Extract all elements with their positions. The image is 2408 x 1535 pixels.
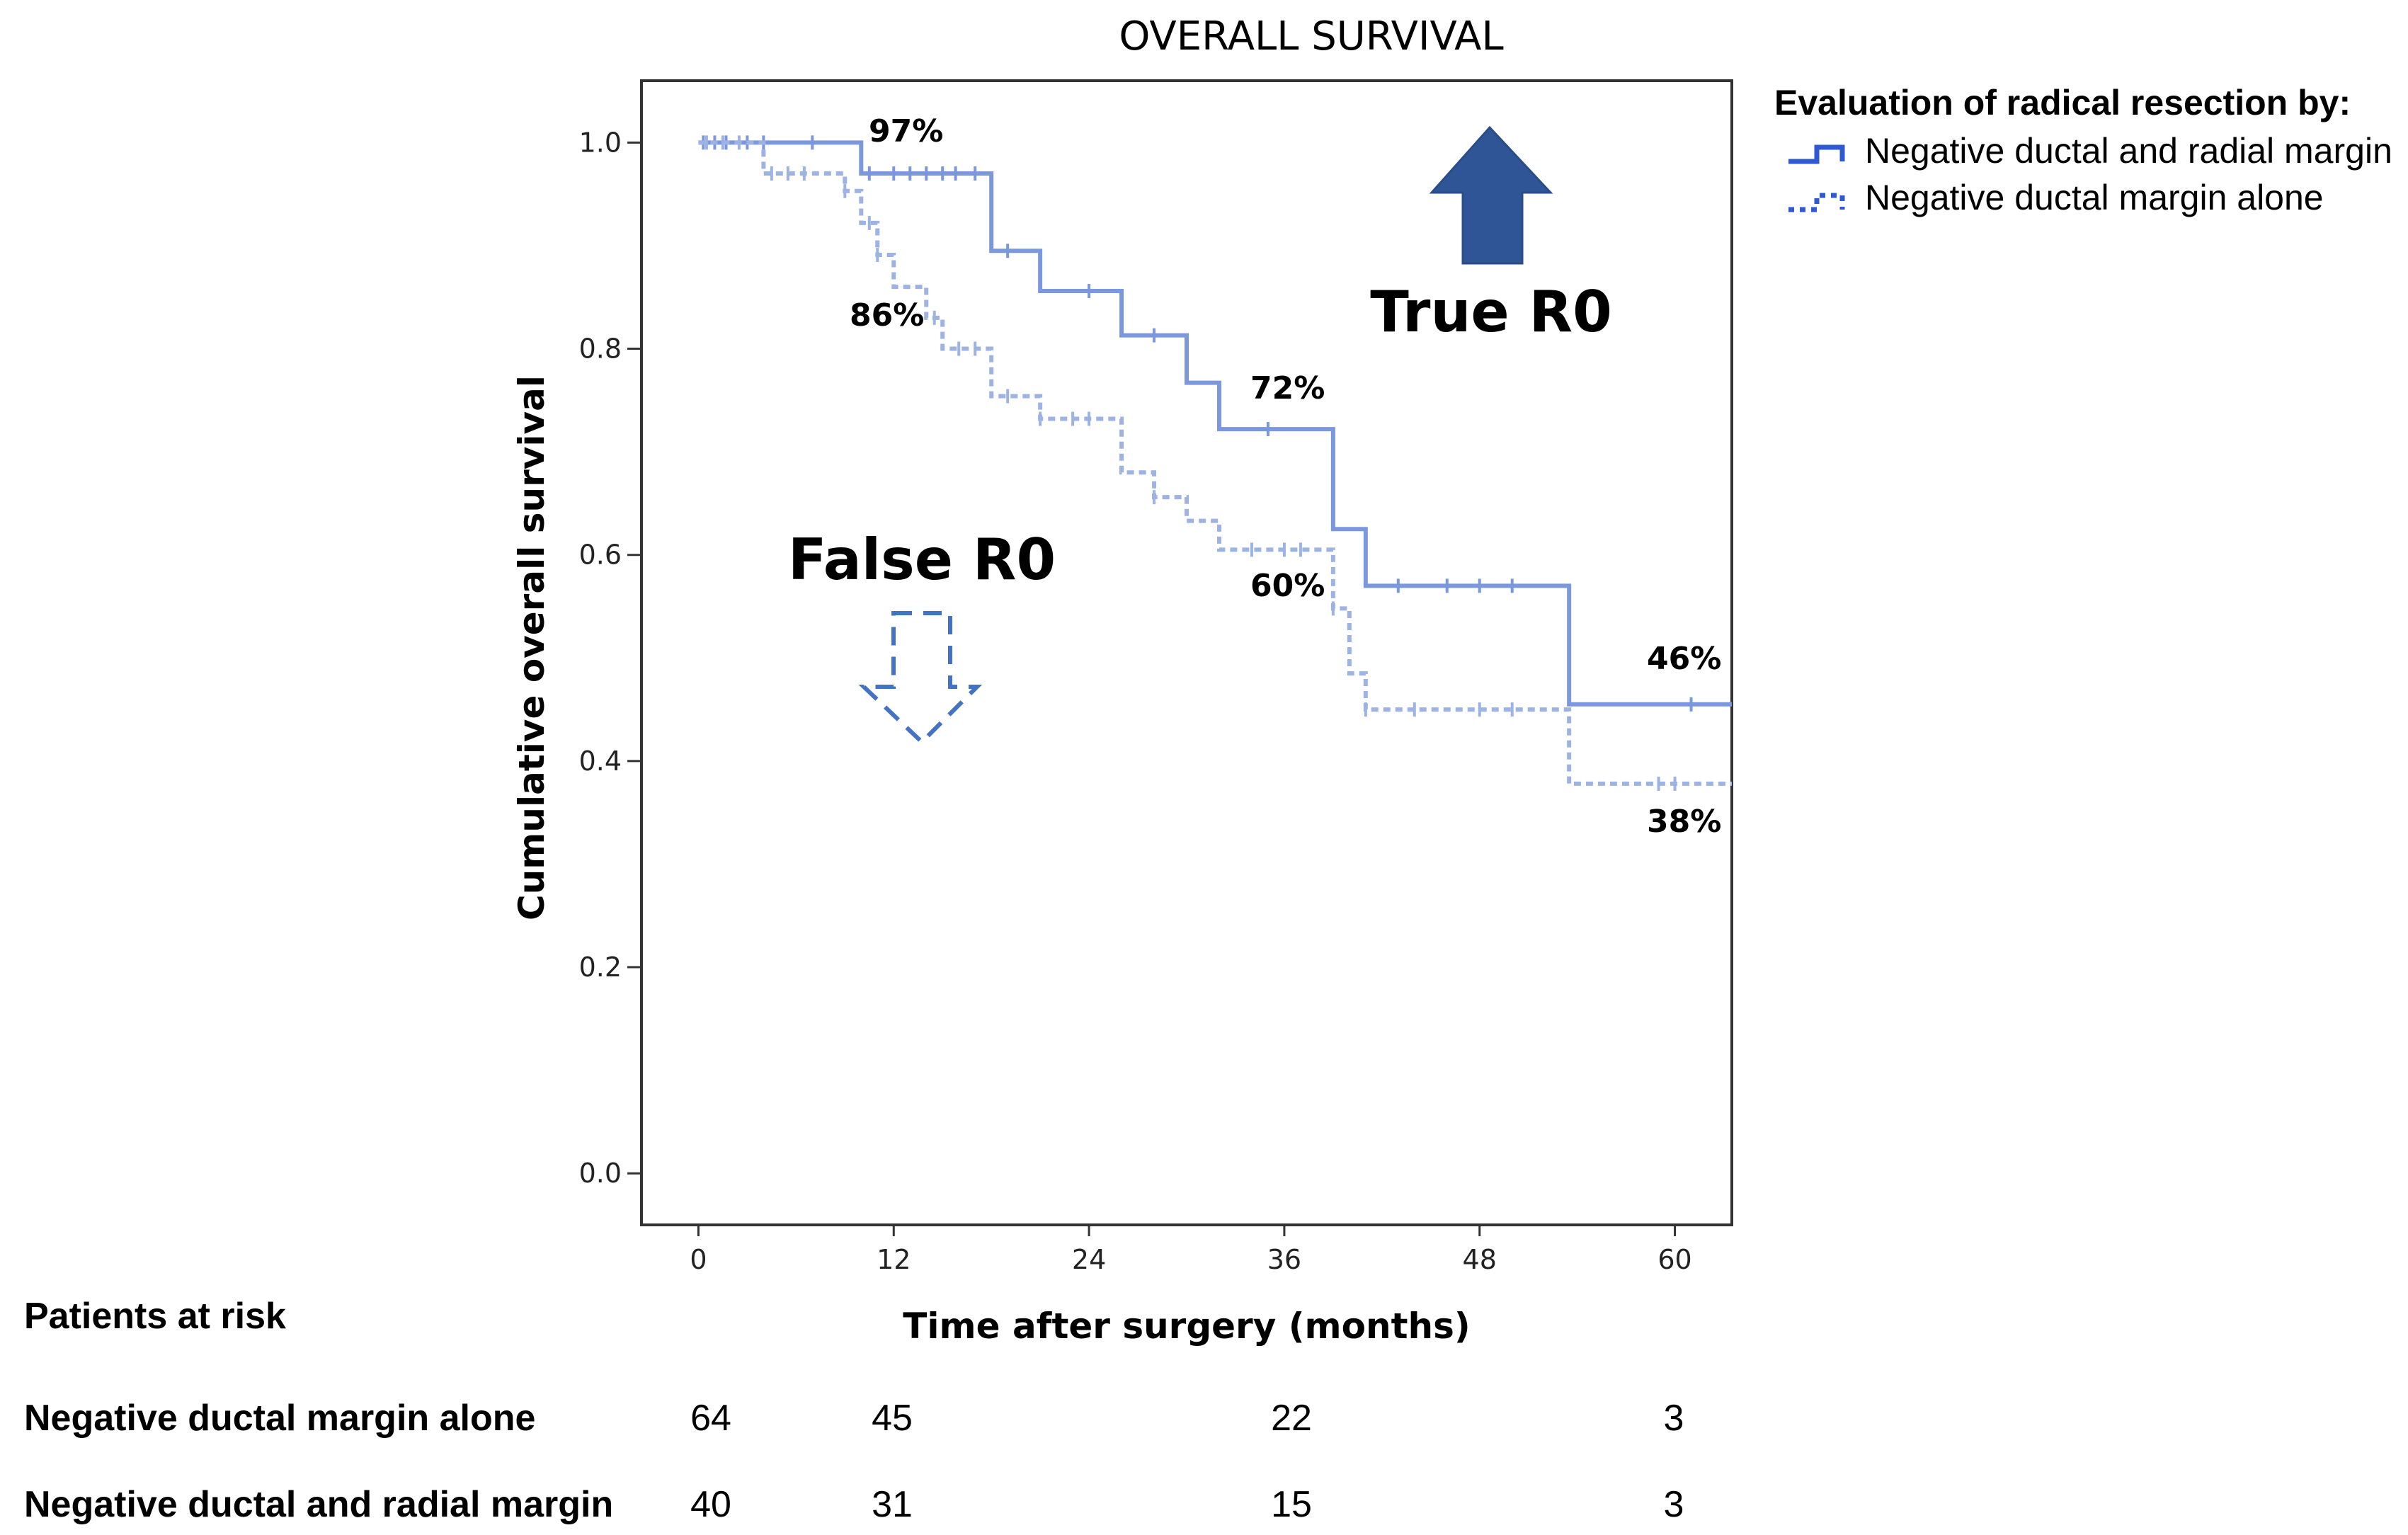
risk-cell: 22 [1271,1398,1312,1439]
plot-frame [640,79,1733,1226]
series-layer [698,135,1732,791]
x-tick-label: 0 [690,1244,707,1275]
risk-cell: 45 [872,1398,913,1439]
y-tick-label: 0.8 [579,333,622,365]
y-tick-label: 0.0 [579,1158,622,1189]
x-tick-label: 36 [1267,1244,1301,1275]
annotation-97: 97% [869,113,943,149]
x-tick-label: 12 [877,1244,911,1275]
legend-dotted-line-icon [1788,193,1845,212]
risk-cell: 15 [1271,1484,1312,1525]
false-r0-label: False R0 [788,527,1056,593]
y-axis-label: Cumulative overall survival [511,375,552,920]
chart-title: OVERALL SURVIVAL [1119,13,1503,59]
risk-table: Patients at risk Negative ductal margin … [24,1296,1684,1525]
risk-table-title: Patients at risk [24,1296,286,1337]
annotation-60: 60% [1250,568,1325,604]
annotation-38: 38% [1647,804,1721,840]
risk-cell: 31 [872,1484,913,1525]
x-axis-ticks: 0 12 24 36 48 60 [690,1225,1692,1275]
x-tick-label: 60 [1657,1244,1691,1275]
series-line-ductal-alone [698,140,1732,786]
legend-solid-line-icon [1788,144,1845,164]
legend-item-solid: Negative ductal and radial margin [1865,131,2392,171]
y-tick-label: 0.4 [579,746,622,777]
x-axis-label: Time after surgery (months) [903,1306,1470,1347]
risk-cell: 64 [690,1398,731,1439]
risk-cell: 40 [690,1484,731,1525]
risk-row-label: Negative ductal and radial margin [24,1484,613,1525]
series-line-ductal-radial [698,140,1732,707]
annotation-46: 46% [1647,641,1721,677]
legend-title: Evaluation of radical resection by: [1774,83,2351,122]
x-tick-label: 48 [1463,1244,1497,1275]
y-tick-label: 0.2 [579,952,622,983]
y-axis-ticks: 0.0 0.2 0.4 0.6 0.8 1.0 [579,127,641,1189]
legend-item-dotted: Negative ductal margin alone [1865,178,2324,217]
true-r0-label: True R0 [1370,279,1612,345]
risk-row-label: Negative ductal margin alone [24,1398,535,1439]
risk-cell: 3 [1664,1484,1684,1525]
x-tick-label: 24 [1072,1244,1106,1275]
risk-cell: 3 [1664,1398,1684,1439]
legend: Evaluation of radical resection by: Nega… [1774,83,2392,217]
annotation-72: 72% [1250,370,1325,406]
up-arrow-icon [1429,125,1553,265]
down-arrow-icon [858,611,983,746]
annotation-86: 86% [850,297,924,333]
y-tick-label: 0.6 [579,540,622,571]
y-tick-label: 1.0 [579,127,622,158]
